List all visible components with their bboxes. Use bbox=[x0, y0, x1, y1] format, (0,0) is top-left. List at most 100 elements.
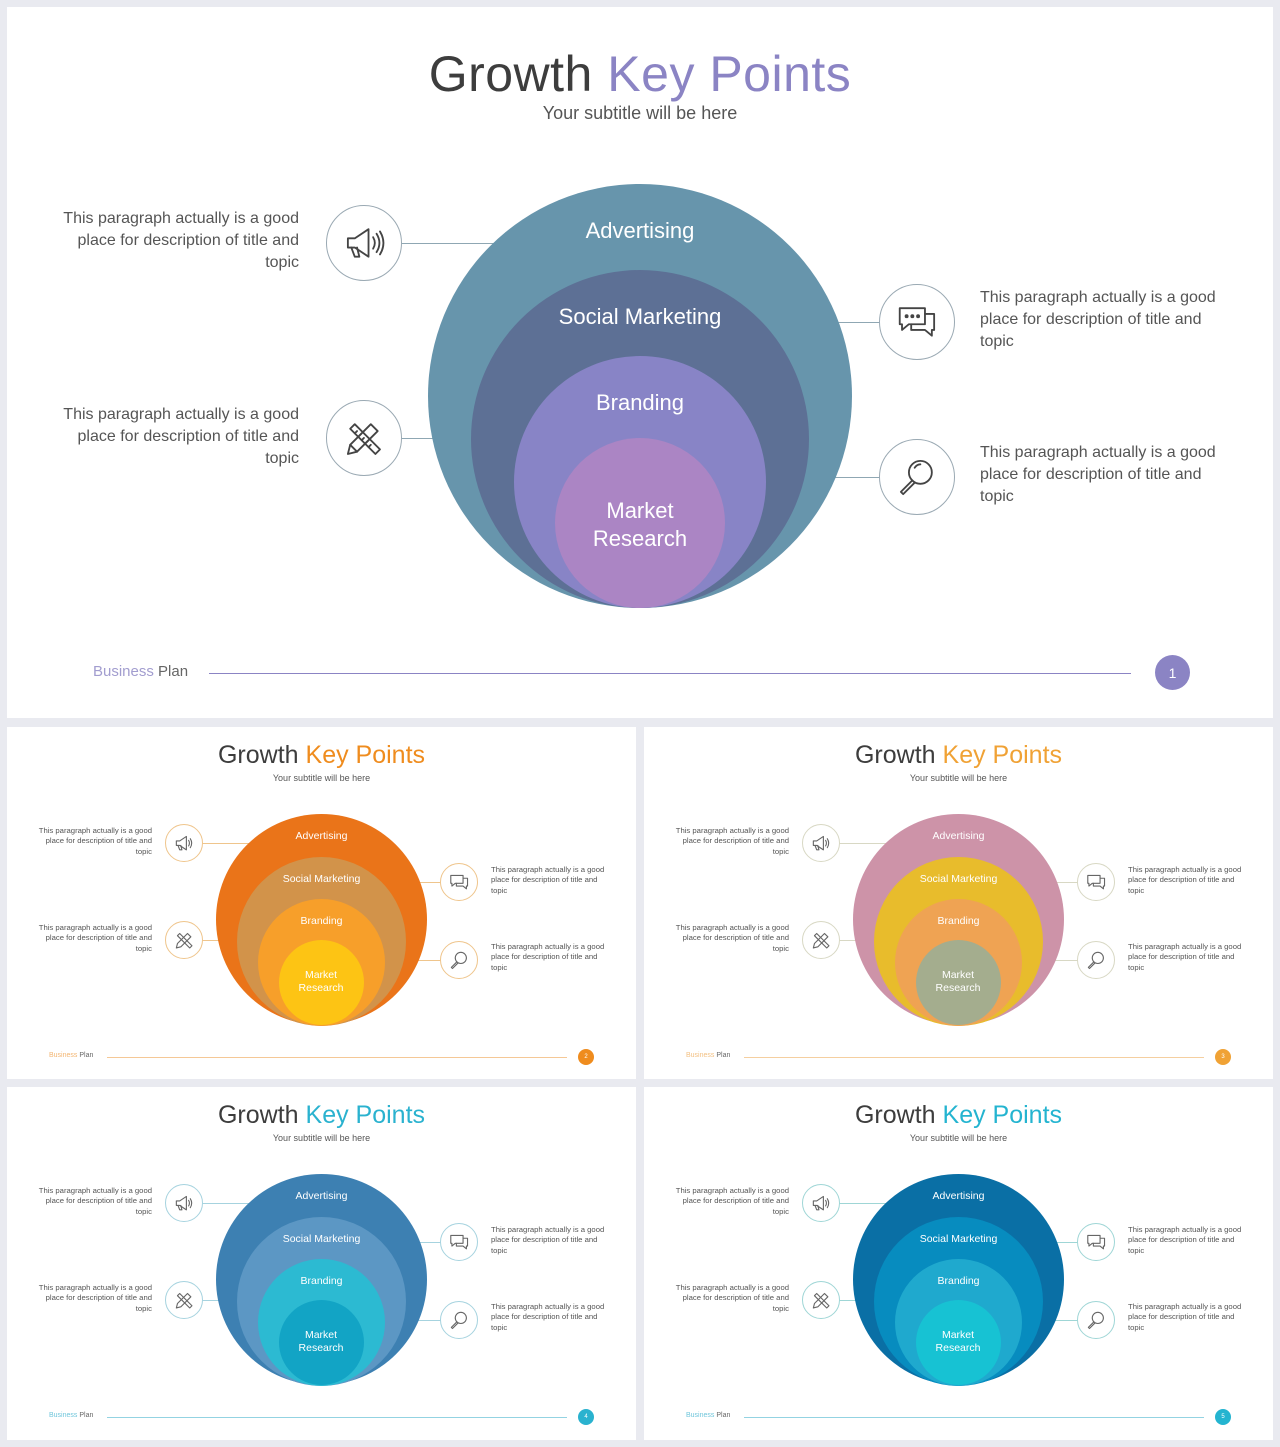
megaphone-icon bbox=[165, 824, 203, 862]
description-text: This paragraph actually is a good place … bbox=[675, 826, 789, 856]
ring-market-research[interactable] bbox=[555, 438, 725, 608]
footer-line bbox=[744, 1417, 1204, 1418]
ring-market-research[interactable] bbox=[916, 1300, 1001, 1385]
footer-line bbox=[744, 1057, 1204, 1058]
label-market-research: Market Research bbox=[935, 1329, 981, 1355]
description-text: This paragraph actually is a good place … bbox=[675, 1283, 789, 1313]
page-number-badge: 1 bbox=[1155, 655, 1190, 690]
description-text: This paragraph actually is a good place … bbox=[491, 1225, 605, 1255]
label-social-marketing: Social Marketing bbox=[558, 304, 722, 329]
description-text: This paragraph actually is a good place … bbox=[491, 942, 605, 972]
connector-line bbox=[400, 243, 495, 244]
magnifier-icon bbox=[1077, 1301, 1115, 1339]
connector-line bbox=[839, 843, 887, 844]
megaphone-icon bbox=[326, 205, 402, 281]
slide-2[interactable]: Growth Key Points Your subtitle will be … bbox=[7, 727, 636, 1079]
label-branding: Branding bbox=[595, 390, 685, 415]
description-text: This paragraph actually is a good place … bbox=[675, 923, 789, 953]
magnifier-icon bbox=[440, 941, 478, 979]
slide-subtitle: Your subtitle will be here bbox=[272, 1133, 371, 1143]
ring-market-research[interactable] bbox=[916, 940, 1001, 1025]
title-growth: Growth bbox=[854, 741, 936, 769]
title-key-points: Key Points bbox=[942, 1101, 1063, 1129]
ring-market-research[interactable] bbox=[279, 940, 364, 1025]
brand-business: Business bbox=[93, 663, 154, 680]
label-market-research: Market Research bbox=[935, 969, 981, 995]
megaphone-icon bbox=[165, 1184, 203, 1222]
footer-brand: Business Plan bbox=[49, 1412, 93, 1419]
slide-subtitle: Your subtitle will be here bbox=[272, 773, 371, 783]
title-key-points: Key Points bbox=[305, 1101, 426, 1129]
label-market-research: Market Research bbox=[592, 498, 688, 551]
label-branding: Branding bbox=[937, 1275, 980, 1287]
label-advertising: Advertising bbox=[295, 830, 348, 842]
description-text: This paragraph actually is a good place … bbox=[38, 923, 152, 953]
chat-bubbles-icon bbox=[1077, 1223, 1115, 1261]
label-branding: Branding bbox=[300, 1275, 343, 1287]
description-text: This paragraph actually is a good place … bbox=[1128, 942, 1242, 972]
brand-business: Business bbox=[49, 1052, 78, 1059]
label-social-marketing: Social Marketing bbox=[282, 1233, 361, 1245]
description-text: This paragraph actually is a good place … bbox=[980, 444, 1216, 505]
magnifier-icon bbox=[440, 1301, 478, 1339]
description-text: This paragraph actually is a good place … bbox=[1128, 865, 1242, 895]
slide-3[interactable]: Growth Key Points Your subtitle will be … bbox=[644, 727, 1273, 1079]
description-text: This paragraph actually is a good place … bbox=[38, 1186, 152, 1216]
footer-line bbox=[107, 1417, 567, 1418]
slide-title: Growth Key Points bbox=[7, 1101, 636, 1130]
pencil-ruler-icon bbox=[165, 921, 203, 959]
slide-title: Growth Key Points bbox=[644, 1101, 1273, 1130]
title-growth: Growth bbox=[854, 1101, 936, 1129]
title-growth: Growth bbox=[217, 1101, 299, 1129]
chat-bubbles-icon bbox=[440, 1223, 478, 1261]
pencil-ruler-icon bbox=[802, 921, 840, 959]
title-key-points: Key Points bbox=[607, 46, 852, 102]
page-number-badge: 5 bbox=[1215, 1409, 1231, 1425]
brand-plan: Plan bbox=[79, 1052, 94, 1059]
footer-brand: Business Plan bbox=[686, 1052, 730, 1059]
title-key-points: Key Points bbox=[305, 741, 426, 769]
brand-plan: Plan bbox=[158, 663, 189, 680]
chat-bubbles-icon bbox=[440, 863, 478, 901]
label-social-marketing: Social Marketing bbox=[919, 1233, 998, 1245]
label-market-research: Market Research bbox=[298, 969, 344, 995]
title-growth: Growth bbox=[217, 741, 299, 769]
chat-bubbles-icon bbox=[879, 284, 955, 360]
brand-plan: Plan bbox=[79, 1412, 94, 1419]
description-text: This paragraph actually is a good place … bbox=[1128, 1225, 1242, 1255]
brand-plan: Plan bbox=[716, 1052, 731, 1059]
megaphone-icon bbox=[802, 824, 840, 862]
slide-4[interactable]: Growth Key Points Your subtitle will be … bbox=[7, 1087, 636, 1440]
page-number-badge: 2 bbox=[578, 1049, 594, 1065]
label-branding: Branding bbox=[937, 915, 980, 927]
label-advertising: Advertising bbox=[932, 830, 985, 842]
connector-line bbox=[839, 1203, 887, 1204]
label-social-marketing: Social Marketing bbox=[919, 873, 998, 885]
description-text: This paragraph actually is a good place … bbox=[491, 865, 605, 895]
brand-business: Business bbox=[686, 1052, 715, 1059]
magnifier-icon bbox=[1077, 941, 1115, 979]
description-text: This paragraph actually is a good place … bbox=[675, 1186, 789, 1216]
label-market-research: Market Research bbox=[298, 1329, 344, 1355]
footer-line bbox=[107, 1057, 567, 1058]
label-branding: Branding bbox=[300, 915, 343, 927]
footer-line bbox=[209, 673, 1131, 674]
chat-bubbles-icon bbox=[1077, 863, 1115, 901]
slide-subtitle: Your subtitle will be here bbox=[909, 773, 1008, 783]
description-text: This paragraph actually is a good place … bbox=[980, 289, 1216, 350]
magnifier-icon bbox=[879, 439, 955, 515]
ring-market-research[interactable] bbox=[279, 1300, 364, 1385]
brand-business: Business bbox=[49, 1412, 78, 1419]
megaphone-icon bbox=[802, 1184, 840, 1222]
label-advertising: Advertising bbox=[585, 218, 695, 243]
description-text: This paragraph actually is a good place … bbox=[38, 1283, 152, 1313]
slide-title: Growth Key Points bbox=[644, 741, 1273, 770]
slide-1[interactable]: Growth Key Points Your subtitle will be … bbox=[7, 7, 1273, 718]
description-text: This paragraph actually is a good place … bbox=[63, 210, 299, 271]
slide-title: Growth Key Points bbox=[7, 45, 1273, 103]
page-number-badge: 3 bbox=[1215, 1049, 1231, 1065]
slide-subtitle: Your subtitle will be here bbox=[542, 103, 738, 123]
slide-subtitle: Your subtitle will be here bbox=[909, 1133, 1008, 1143]
pencil-ruler-icon bbox=[165, 1281, 203, 1319]
slide-5[interactable]: Growth Key Points Your subtitle will be … bbox=[644, 1087, 1273, 1440]
